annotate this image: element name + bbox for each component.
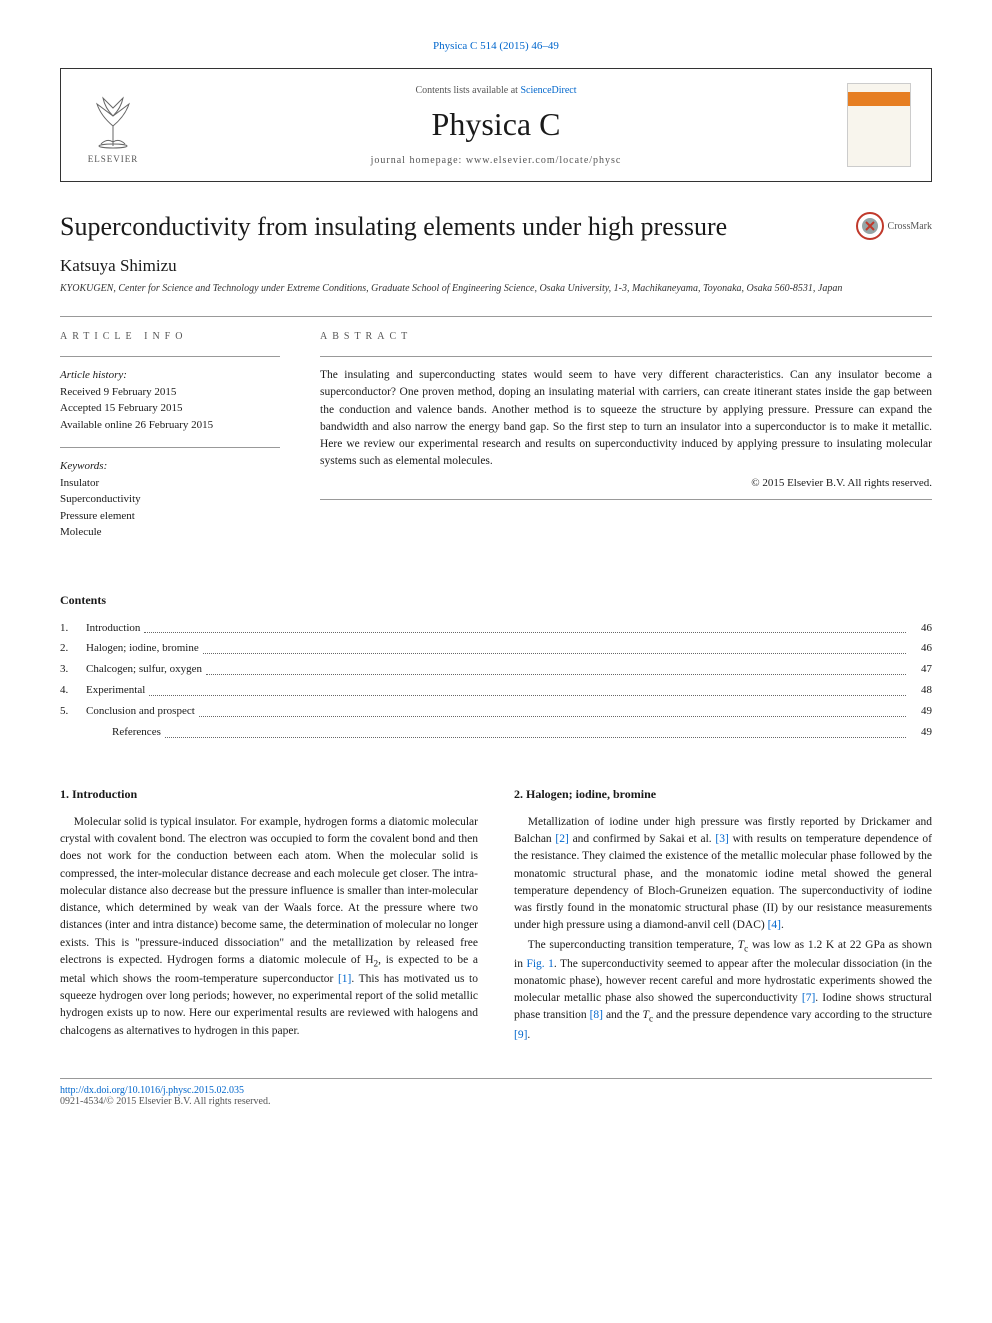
toc-dots bbox=[206, 659, 906, 675]
author-name: Katsuya Shimizu bbox=[60, 256, 932, 276]
history-heading: Article history: bbox=[60, 367, 280, 384]
section-heading: 2. Halogen; iodine, bromine bbox=[514, 787, 932, 802]
citation-line: Physica C 514 (2015) 46–49 bbox=[60, 40, 932, 52]
abstract-label: ABSTRACT bbox=[320, 331, 932, 342]
toc-page: 47 bbox=[910, 659, 932, 680]
reference-link[interactable]: [9] bbox=[514, 1029, 527, 1041]
reference-link[interactable]: [7] bbox=[802, 992, 815, 1004]
body-paragraph: Molecular solid is typical insulator. Fo… bbox=[60, 814, 478, 1040]
toc-title: Experimental bbox=[86, 680, 145, 701]
article-title: Superconductivity from insulating elemen… bbox=[60, 212, 856, 242]
toc-num: 4. bbox=[60, 680, 86, 701]
toc-dots bbox=[144, 618, 906, 634]
reference-link[interactable]: [8] bbox=[590, 1009, 603, 1021]
crossmark-icon bbox=[856, 212, 884, 240]
abstract-copyright: © 2015 Elsevier B.V. All rights reserved… bbox=[320, 477, 932, 489]
sciencedirect-link[interactable]: ScienceDirect bbox=[520, 85, 576, 96]
homepage-prefix: journal homepage: bbox=[371, 155, 466, 166]
journal-cover-thumb bbox=[847, 83, 911, 167]
abstract-text: The insulating and superconducting state… bbox=[320, 367, 932, 471]
issn-line: 0921-4534/© 2015 Elsevier B.V. All right… bbox=[60, 1096, 932, 1107]
elsevier-logo: ELSEVIER bbox=[81, 86, 145, 164]
author-affiliation: KYOKUGEN, Center for Science and Technol… bbox=[60, 282, 932, 296]
toc-num: 3. bbox=[60, 659, 86, 680]
toc-num: 2. bbox=[60, 638, 86, 659]
toc-page: 46 bbox=[910, 618, 932, 639]
reference-link[interactable]: [4] bbox=[768, 919, 781, 931]
contents-heading: Contents bbox=[60, 593, 932, 608]
toc-dots bbox=[199, 701, 906, 717]
keyword: Molecule bbox=[60, 524, 280, 541]
keyword: Insulator bbox=[60, 475, 280, 492]
toc-page: 48 bbox=[910, 680, 932, 701]
toc-row[interactable]: 3.Chalcogen; sulfur, oxygen 47 bbox=[60, 659, 932, 680]
body-column-right: 2. Halogen; iodine, bromine Metallizatio… bbox=[514, 787, 932, 1044]
toc-title: Introduction bbox=[86, 618, 140, 639]
keyword: Pressure element bbox=[60, 508, 280, 525]
journal-name: Physica C bbox=[165, 106, 827, 143]
body-column-left: 1. Introduction Molecular solid is typic… bbox=[60, 787, 478, 1044]
section-heading: 1. Introduction bbox=[60, 787, 478, 802]
toc-row[interactable]: 1.Introduction 46 bbox=[60, 618, 932, 639]
toc-row[interactable]: 4.Experimental 48 bbox=[60, 680, 932, 701]
toc-row[interactable]: 5.Conclusion and prospect 49 bbox=[60, 701, 932, 722]
homepage-url[interactable]: www.elsevier.com/locate/physc bbox=[466, 155, 622, 166]
toc-dots bbox=[149, 680, 906, 696]
divider bbox=[320, 356, 932, 357]
crossmark-badge[interactable]: CrossMark bbox=[856, 212, 932, 240]
toc-title: Halogen; iodine, bromine bbox=[86, 638, 199, 659]
divider bbox=[60, 447, 280, 448]
toc-page: 49 bbox=[910, 701, 932, 722]
toc-title: References bbox=[112, 722, 161, 743]
toc-dots bbox=[203, 638, 906, 654]
toc-page: 46 bbox=[910, 638, 932, 659]
toc-row[interactable]: References 49 bbox=[60, 722, 932, 743]
contents-block: Contents 1.Introduction462.Halogen; iodi… bbox=[60, 593, 932, 743]
article-info-label: ARTICLE INFO bbox=[60, 331, 280, 342]
body-paragraph: The superconducting transition temperatu… bbox=[514, 937, 932, 1044]
toc-page: 49 bbox=[910, 722, 932, 743]
crossmark-label: CrossMark bbox=[888, 221, 932, 232]
toc-title: Chalcogen; sulfur, oxygen bbox=[86, 659, 202, 680]
journal-header: ELSEVIER Contents lists available at Sci… bbox=[60, 68, 932, 182]
toc-title: Conclusion and prospect bbox=[86, 701, 195, 722]
body-paragraph: Metallization of iodine under high press… bbox=[514, 814, 932, 935]
toc-dots bbox=[165, 722, 906, 738]
reference-link[interactable]: [2] bbox=[555, 833, 568, 845]
elsevier-tree-icon bbox=[81, 86, 145, 150]
article-info-column: ARTICLE INFO Article history: Received 9… bbox=[60, 331, 280, 555]
toc-row[interactable]: 2.Halogen; iodine, bromine 46 bbox=[60, 638, 932, 659]
figure-link[interactable]: Fig. 1 bbox=[526, 958, 553, 970]
elsevier-label: ELSEVIER bbox=[88, 154, 139, 164]
contents-prefix: Contents lists available at bbox=[415, 85, 520, 96]
page-footer: http://dx.doi.org/10.1016/j.physc.2015.0… bbox=[60, 1078, 932, 1107]
divider bbox=[60, 316, 932, 317]
keyword: Superconductivity bbox=[60, 491, 280, 508]
divider bbox=[320, 499, 932, 500]
reference-link[interactable]: [3] bbox=[715, 833, 728, 845]
toc-num: 5. bbox=[60, 701, 86, 722]
divider bbox=[60, 356, 280, 357]
history-line: Received 9 February 2015 bbox=[60, 384, 280, 401]
homepage-line: journal homepage: www.elsevier.com/locat… bbox=[165, 155, 827, 166]
history-line: Accepted 15 February 2015 bbox=[60, 400, 280, 417]
abstract-column: ABSTRACT The insulating and superconduct… bbox=[320, 331, 932, 555]
history-line: Available online 26 February 2015 bbox=[60, 417, 280, 434]
reference-link[interactable]: [1] bbox=[338, 973, 351, 985]
keywords-heading: Keywords: bbox=[60, 458, 280, 475]
doi-link[interactable]: http://dx.doi.org/10.1016/j.physc.2015.0… bbox=[60, 1085, 932, 1096]
toc-num: 1. bbox=[60, 618, 86, 639]
contents-available-line: Contents lists available at ScienceDirec… bbox=[165, 85, 827, 96]
